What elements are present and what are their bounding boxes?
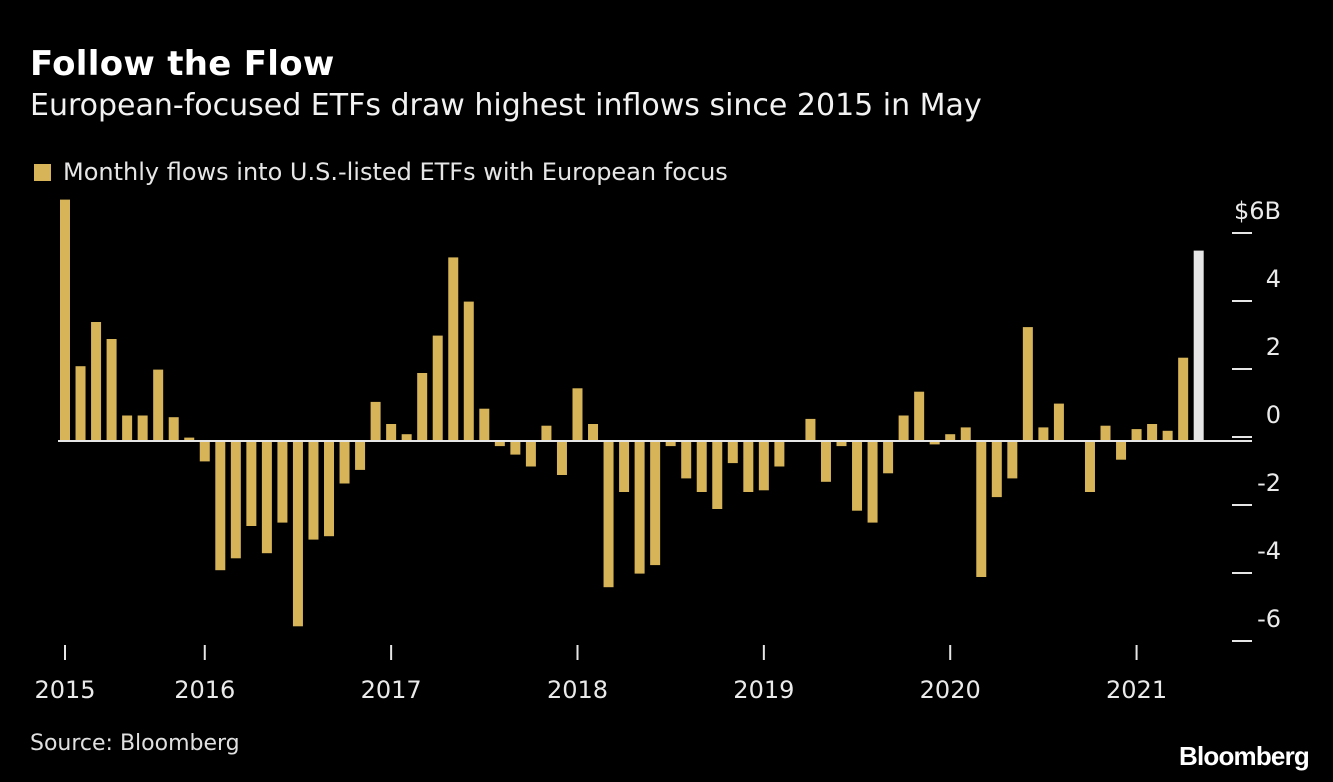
bar bbox=[758, 441, 769, 491]
bar bbox=[386, 424, 397, 441]
bar bbox=[199, 441, 210, 462]
bar bbox=[727, 441, 738, 464]
bar bbox=[215, 441, 226, 571]
bar bbox=[541, 425, 552, 441]
bar bbox=[153, 369, 164, 441]
bar bbox=[650, 441, 661, 566]
x-tick-label: 2018 bbox=[547, 676, 608, 704]
bar bbox=[914, 391, 925, 441]
bar bbox=[463, 301, 474, 441]
chart-subtitle: European-focused ETFs draw highest inflo… bbox=[30, 88, 982, 123]
bar bbox=[867, 441, 878, 523]
bar bbox=[820, 441, 831, 482]
bar bbox=[525, 441, 536, 467]
bar bbox=[1162, 430, 1173, 441]
x-tick-label: 2020 bbox=[920, 676, 981, 704]
bar bbox=[75, 366, 86, 441]
bar bbox=[417, 373, 428, 441]
bar bbox=[510, 441, 521, 455]
bar bbox=[836, 441, 847, 447]
bar bbox=[929, 441, 940, 445]
y-tick-label: 2 bbox=[1266, 333, 1281, 361]
bar bbox=[277, 441, 288, 523]
bar bbox=[1053, 403, 1064, 441]
legend: Monthly flows into U.S.-listed ETFs with… bbox=[34, 158, 728, 186]
bar bbox=[852, 441, 863, 511]
bar bbox=[945, 434, 956, 441]
x-tick-label: 2017 bbox=[361, 676, 422, 704]
bar bbox=[1038, 427, 1049, 441]
bar bbox=[743, 441, 754, 492]
y-tick-label: $6B bbox=[1234, 197, 1281, 225]
bar bbox=[665, 441, 676, 447]
bar bbox=[432, 335, 443, 441]
y-tick-label: -2 bbox=[1257, 469, 1281, 497]
bar bbox=[696, 441, 707, 492]
bar bbox=[246, 441, 257, 526]
chart-title: Follow the Flow bbox=[30, 44, 335, 84]
bar bbox=[355, 441, 366, 470]
bar bbox=[370, 401, 381, 441]
bar bbox=[572, 388, 583, 441]
bar bbox=[168, 417, 179, 441]
x-tick-label: 2015 bbox=[34, 676, 95, 704]
bar bbox=[1178, 357, 1189, 441]
bar-highlight bbox=[1193, 250, 1204, 441]
bar bbox=[619, 441, 630, 492]
bar bbox=[339, 441, 350, 484]
x-tick-label: 2019 bbox=[733, 676, 794, 704]
bar bbox=[976, 441, 987, 577]
bar bbox=[588, 424, 599, 441]
bar bbox=[712, 441, 723, 509]
bar bbox=[60, 199, 70, 441]
bar bbox=[1007, 441, 1018, 479]
y-tick-label: 4 bbox=[1266, 265, 1281, 293]
bar bbox=[991, 441, 1002, 498]
bar bbox=[1100, 425, 1111, 441]
bar bbox=[292, 441, 303, 627]
bar bbox=[494, 441, 505, 447]
bar bbox=[1131, 429, 1142, 441]
bar bbox=[122, 415, 133, 441]
bar bbox=[308, 441, 319, 540]
bar bbox=[184, 437, 195, 441]
y-tick-label: -4 bbox=[1257, 537, 1281, 565]
bar bbox=[883, 441, 894, 474]
bar bbox=[137, 415, 148, 441]
x-tick-label: 2016 bbox=[174, 676, 235, 704]
bar bbox=[106, 339, 117, 441]
bar bbox=[401, 434, 412, 441]
bar bbox=[324, 441, 335, 537]
legend-swatch bbox=[34, 163, 51, 181]
legend-label: Monthly flows into U.S.-listed ETFs with… bbox=[63, 158, 728, 186]
bar bbox=[1022, 327, 1033, 441]
x-tick-label: 2021 bbox=[1106, 676, 1167, 704]
bloomberg-logo: Bloomberg bbox=[1178, 741, 1310, 771]
bar bbox=[479, 408, 490, 441]
bar bbox=[556, 441, 567, 475]
bar bbox=[603, 441, 614, 588]
bar bbox=[898, 415, 909, 441]
bar bbox=[805, 418, 816, 441]
y-tick-label: 0 bbox=[1266, 401, 1281, 429]
source-note: Source: Bloomberg bbox=[30, 731, 240, 756]
bar bbox=[1116, 441, 1127, 460]
bar bbox=[634, 441, 645, 574]
bar bbox=[91, 322, 102, 441]
bar bbox=[960, 427, 971, 441]
bar bbox=[230, 441, 241, 559]
bar bbox=[1084, 441, 1095, 492]
bar bbox=[1147, 424, 1158, 441]
bar bbox=[448, 257, 459, 441]
bar bbox=[774, 441, 785, 467]
bar bbox=[681, 441, 692, 479]
y-tick-label: -6 bbox=[1257, 605, 1281, 633]
bar bbox=[261, 441, 272, 554]
